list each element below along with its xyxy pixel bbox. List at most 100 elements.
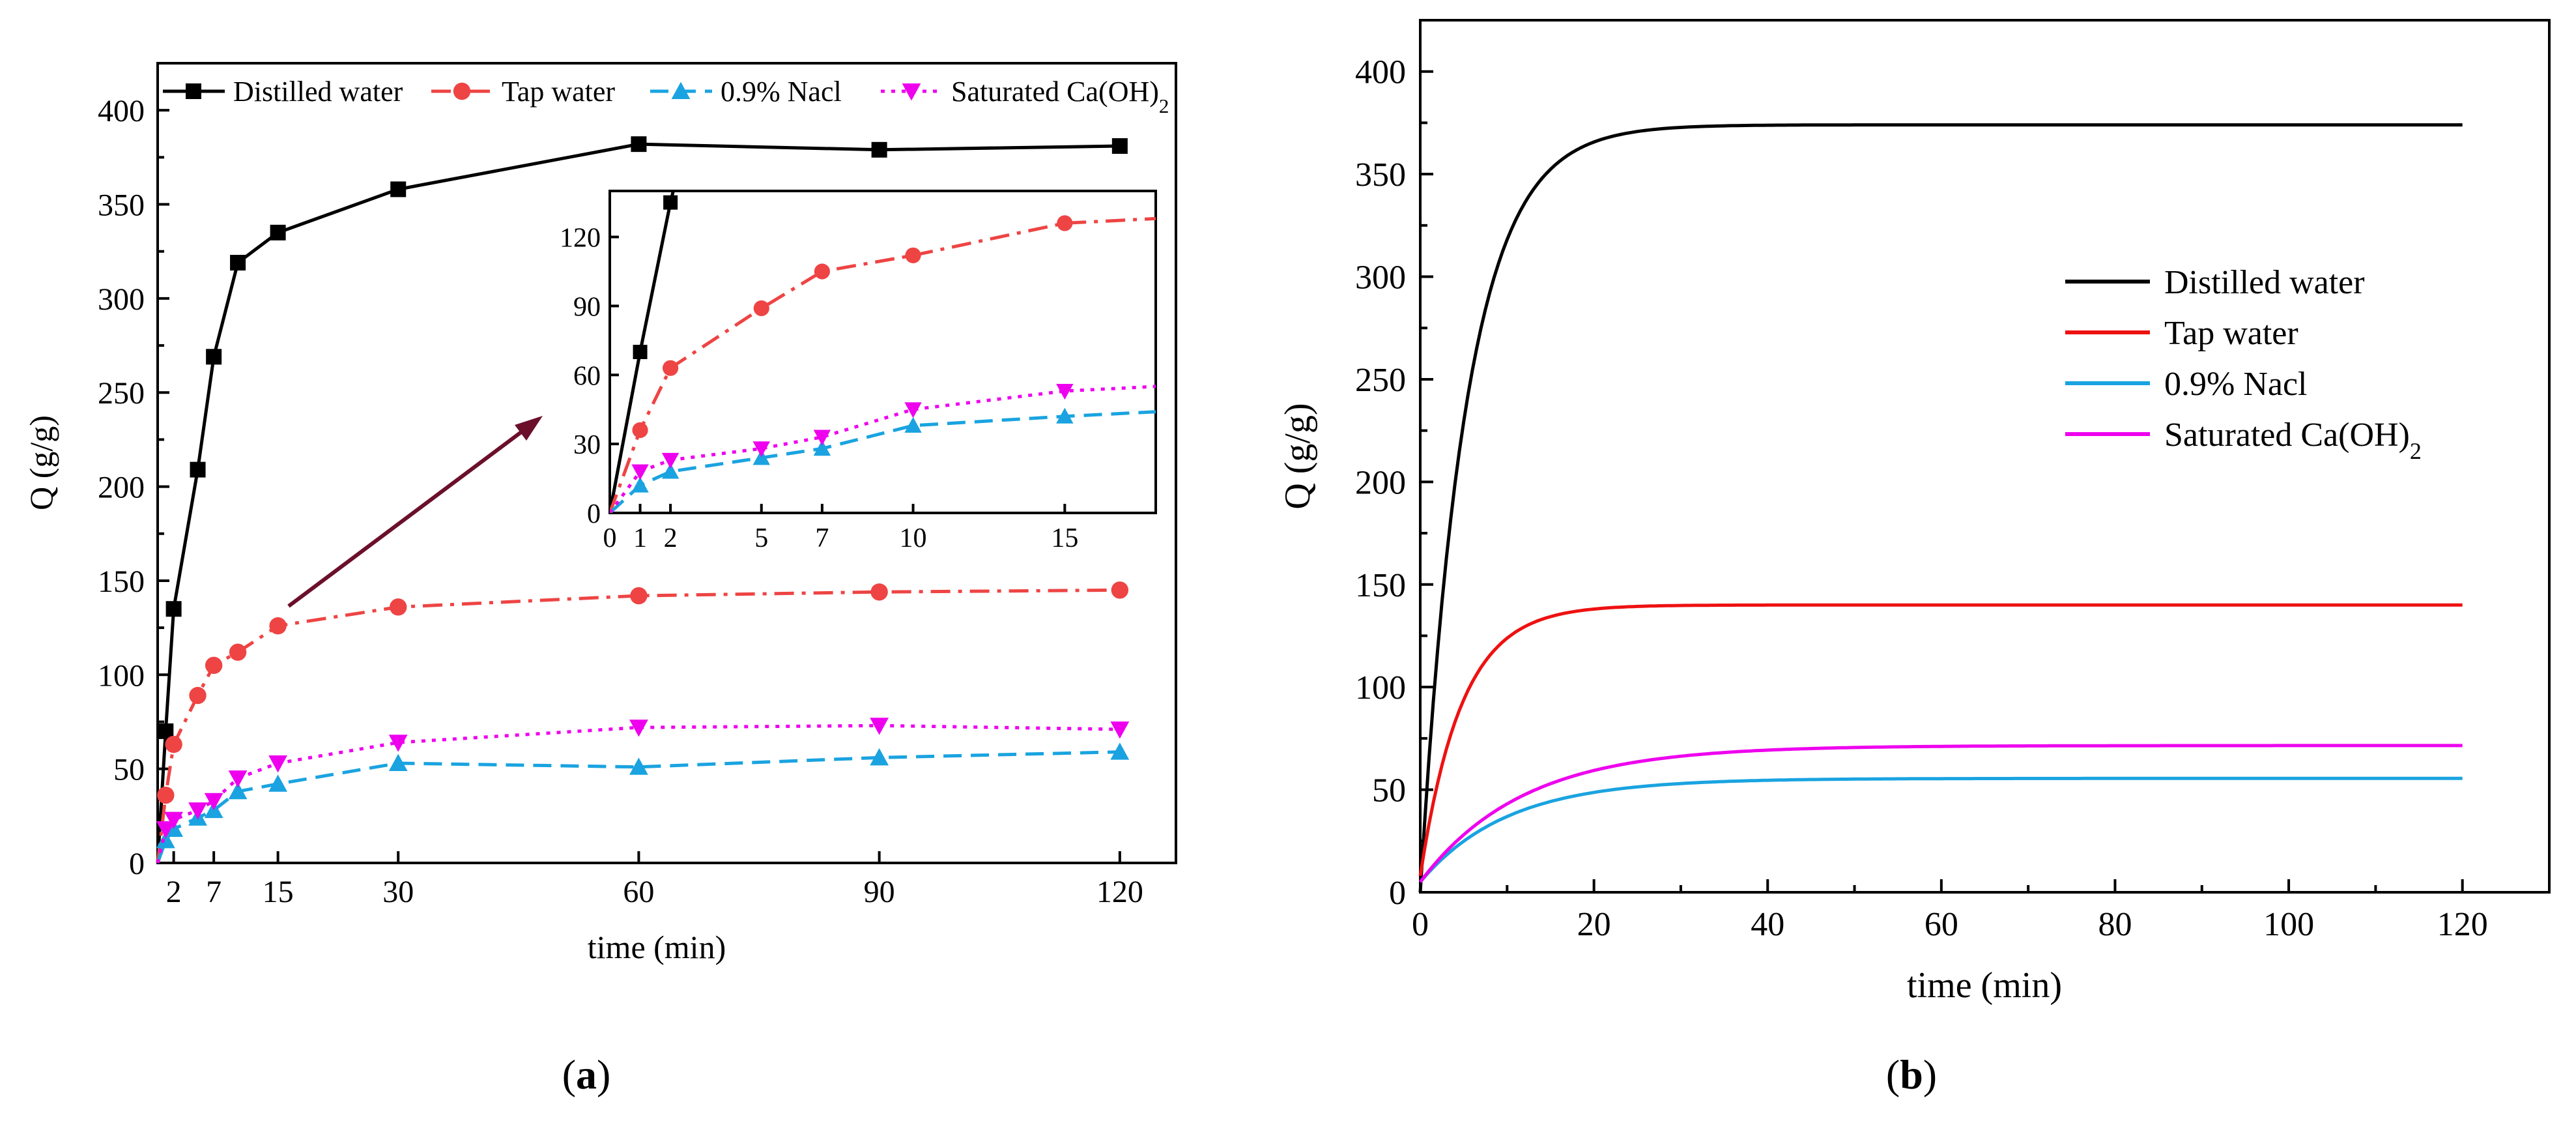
data-point-a — [204, 793, 223, 811]
x-tick-label-b: 120 — [2437, 906, 2488, 943]
y-tick-label-a: 0 — [129, 847, 145, 881]
data-point-a — [190, 461, 206, 478]
data-point-a — [268, 755, 288, 773]
inset-data-point — [814, 263, 830, 280]
y-axis-ticks-b: 0 50 100 150 200 250 300 350 400 — [1355, 54, 1433, 912]
pointer-arrow — [287, 420, 536, 608]
x-tick-label-b: 60 — [1925, 906, 1958, 943]
inset-data-point — [663, 360, 679, 376]
panel-label-a: (a) — [562, 1051, 611, 1098]
series-line-b-2 — [1419, 776, 2463, 883]
data-point-a — [205, 656, 223, 675]
series-line-b-1 — [1418, 603, 2463, 877]
inset-data-point — [1056, 407, 1074, 424]
inset-y-tick-label: 90 — [573, 292, 601, 322]
chart-panel-b: 0 50 100 150 200 250 300 350 400 0 20 40 60 80 100 120… — [1278, 19, 2551, 1098]
legend-marker-a — [902, 83, 921, 101]
inset-x-tick-label: 0 — [603, 523, 617, 553]
y-tick-label-b: 400 — [1355, 54, 1406, 91]
data-point-a — [1111, 138, 1128, 154]
data-point-a — [165, 735, 182, 753]
data-point-a — [229, 643, 247, 661]
inset-data-point — [663, 195, 678, 210]
y-tick-label-a: 350 — [98, 188, 145, 223]
y-tick-label-b: 300 — [1355, 259, 1406, 297]
inset-x-tick-label: 10 — [900, 523, 927, 553]
data-point-a — [268, 774, 288, 792]
data-point-a — [870, 748, 889, 766]
legend-label-a: Tap water — [502, 76, 615, 108]
inset-x-tick-label: 2 — [664, 523, 678, 553]
legend-marker-a — [186, 83, 201, 99]
x-tick-label-a: 60 — [623, 875, 654, 909]
y-tick-label-b: 100 — [1355, 669, 1406, 707]
panel-label-b: (b) — [1886, 1051, 1937, 1098]
data-point-a — [871, 141, 887, 158]
legend-label-b: 0.9% Nacl — [2164, 366, 2307, 403]
inset-data-point — [753, 300, 769, 317]
y-tick-label-a: 100 — [98, 658, 145, 693]
plot-frame-b — [1419, 19, 2551, 894]
x-tick-label-a: 15 — [263, 875, 294, 909]
inset-data-point — [661, 452, 680, 469]
data-point-a — [230, 255, 246, 271]
y-tick-label-b: 50 — [1372, 772, 1406, 809]
x-tick-label-b: 40 — [1751, 906, 1784, 943]
data-point-a — [388, 753, 408, 771]
pointer-arrowhead — [515, 416, 543, 441]
inset-data-point — [813, 440, 831, 456]
inset-series-line-3 — [610, 385, 1156, 513]
data-point-a — [156, 821, 175, 839]
x-axis-label-b: time (min) — [1907, 965, 2062, 1006]
data-point-a — [390, 181, 407, 197]
inset-x-ticks: 0 1 2 5 7 10 15 — [603, 504, 1078, 553]
data-point-a — [629, 720, 648, 737]
data-point-a — [228, 770, 248, 788]
data-point-a — [629, 757, 648, 775]
legend-a: Distilled water Tap water 0.9% Nacl Saturat… — [163, 76, 1169, 117]
inset-data-point — [904, 402, 922, 418]
x-tick-label-b: 20 — [1577, 906, 1611, 943]
x-tick-label-a: 30 — [382, 875, 414, 909]
y-tick-label-b: 350 — [1355, 156, 1406, 194]
data-point-a — [390, 598, 407, 616]
x-tick-label-b: 100 — [2263, 906, 2314, 943]
inset-series-line-1 — [610, 216, 1156, 513]
y-tick-label-a: 400 — [98, 94, 145, 128]
y-tick-label-a: 200 — [98, 471, 145, 505]
series-group-b — [1418, 123, 2463, 893]
inset-data-point — [661, 463, 680, 479]
y-tick-label-a: 250 — [98, 376, 145, 411]
x-axis-ticks-a: 2 7 15 30 60 90 120 — [166, 851, 1143, 909]
data-point-a — [228, 781, 248, 800]
plot-frame-a — [156, 62, 1177, 864]
y-axis-label-a: Q (g/g) — [23, 415, 59, 510]
x-tick-label-a: 90 — [864, 875, 895, 909]
inset-data-point — [905, 247, 921, 263]
y-tick-label-a: 50 — [113, 753, 145, 787]
inset-data-point — [631, 476, 649, 493]
y-tick-label-b: 250 — [1355, 362, 1406, 399]
inset-data-point — [1056, 383, 1074, 400]
y-tick-label-a: 300 — [98, 282, 145, 317]
y-tick-label-b: 200 — [1355, 464, 1406, 501]
x-tick-label-b: 0 — [1412, 906, 1429, 943]
y-tick-label-b: 150 — [1355, 567, 1406, 604]
y-tick-label-b: 0 — [1389, 875, 1406, 912]
inset-data-point — [752, 441, 770, 458]
legend-label-b: Saturated Ca(OH)2 — [2164, 416, 2422, 464]
data-point-a — [206, 349, 222, 365]
y-axis-ticks-a: 0 50 100 150 200 250 300 350 400 — [98, 94, 169, 881]
series-line-a-3 — [156, 723, 1120, 864]
inset-y-tick-label: 0 — [587, 499, 601, 529]
data-point-a — [1110, 742, 1130, 760]
data-point-a — [164, 811, 184, 829]
inset-series-group — [610, 191, 1156, 513]
series-group-a — [156, 136, 1130, 864]
data-point-a — [188, 802, 207, 820]
inset-data-point — [904, 416, 922, 433]
inset-y-tick-label: 60 — [573, 361, 601, 391]
